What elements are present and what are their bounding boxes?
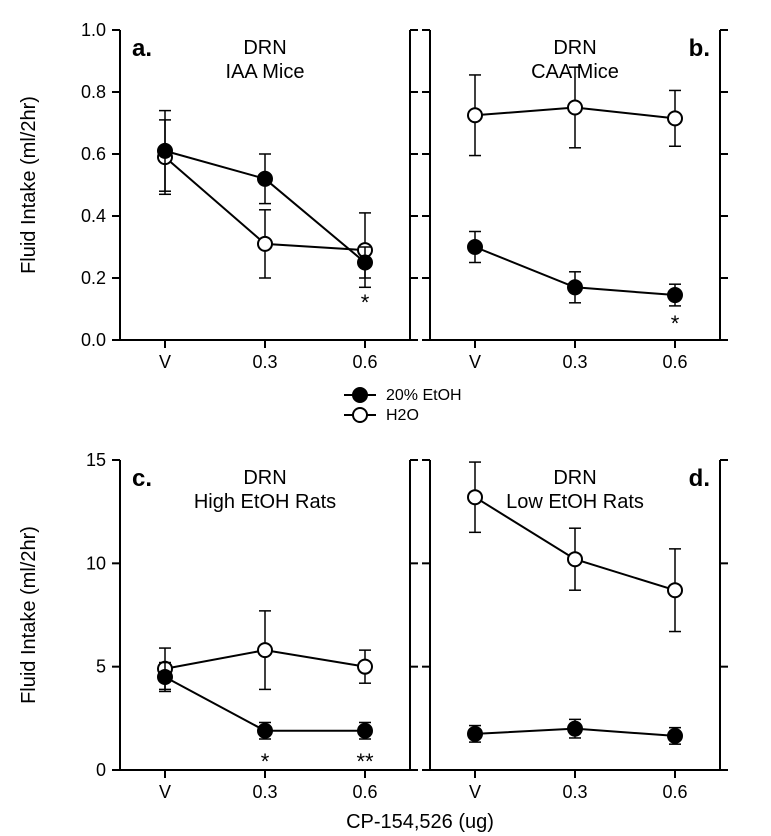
etoh-series-marker (668, 729, 682, 743)
panel-title-line2: Low EtOH Rats (506, 491, 644, 513)
chart-svg: 0.00.20.40.60.81.0V0.30.6*DRNIAA Micea.V… (0, 0, 771, 836)
svg-text:10: 10 (86, 553, 106, 573)
y-axis-label: Fluid Intake (ml/2hr) (18, 96, 40, 274)
legend-h2o-icon (353, 408, 367, 422)
h2o-series-marker (568, 101, 582, 115)
panel-title-line1: DRN (243, 37, 286, 59)
svg-text:0.3: 0.3 (562, 352, 587, 372)
etoh-series-marker (158, 144, 172, 158)
svg-text:0.6: 0.6 (81, 144, 106, 164)
panel-letter: b. (689, 35, 710, 62)
panel-title-line1: DRN (553, 467, 596, 489)
etoh-series-marker (468, 727, 482, 741)
svg-text:0.3: 0.3 (252, 782, 277, 802)
svg-text:0.6: 0.6 (662, 352, 687, 372)
panel-letter: a. (132, 35, 152, 62)
svg-text:V: V (159, 782, 171, 802)
h2o-series-marker (358, 660, 372, 674)
etoh-series-marker (258, 172, 272, 186)
legend-etoh-icon (353, 388, 367, 402)
svg-text:V: V (159, 352, 171, 372)
etoh-series-marker (258, 724, 272, 738)
svg-text:0.6: 0.6 (662, 782, 687, 802)
svg-text:0: 0 (96, 760, 106, 780)
svg-text:0.3: 0.3 (562, 782, 587, 802)
y-axis-label: Fluid Intake (ml/2hr) (18, 526, 40, 704)
etoh-series-marker (568, 280, 582, 294)
h2o-series-marker (258, 643, 272, 657)
svg-text:0.4: 0.4 (81, 206, 106, 226)
etoh-series-marker (358, 256, 372, 270)
etoh-series-marker (468, 240, 482, 254)
significance-marker: ** (356, 749, 374, 774)
svg-text:0.6: 0.6 (352, 782, 377, 802)
panel-title-line2: CAA Mice (531, 61, 619, 83)
panel-letter: d. (689, 465, 710, 492)
etoh-series-marker (158, 670, 172, 684)
svg-text:V: V (469, 352, 481, 372)
svg-text:0.2: 0.2 (81, 268, 106, 288)
x-axis-label: CP-154,526 (ug) (346, 811, 494, 833)
svg-text:V: V (469, 782, 481, 802)
panel-title-line1: DRN (553, 37, 596, 59)
h2o-series-marker (668, 111, 682, 125)
svg-text:0.8: 0.8 (81, 82, 106, 102)
significance-marker: * (361, 290, 370, 315)
significance-marker: * (261, 749, 270, 774)
panel-letter: c. (132, 465, 152, 492)
etoh-series-marker (568, 722, 582, 736)
h2o-series-marker (468, 490, 482, 504)
h2o-series-marker (468, 108, 482, 122)
svg-text:15: 15 (86, 450, 106, 470)
h2o-series-marker (258, 237, 272, 251)
panel-title-line1: DRN (243, 467, 286, 489)
h2o-series-marker (568, 552, 582, 566)
svg-text:1.0: 1.0 (81, 20, 106, 40)
panel-title-line2: IAA Mice (226, 61, 305, 83)
figure-container: 0.00.20.40.60.81.0V0.30.6*DRNIAA Micea.V… (0, 0, 771, 836)
svg-text:0.3: 0.3 (252, 352, 277, 372)
significance-marker: * (671, 311, 680, 336)
panel-title-line2: High EtOH Rats (194, 491, 336, 513)
h2o-series-marker (668, 583, 682, 597)
svg-text:0.0: 0.0 (81, 330, 106, 350)
legend-h2o-label: H2O (386, 407, 419, 424)
svg-text:0.6: 0.6 (352, 352, 377, 372)
etoh-series-marker (358, 724, 372, 738)
svg-text:5: 5 (96, 657, 106, 677)
etoh-series-marker (668, 288, 682, 302)
legend-etoh-label: 20% EtOH (386, 387, 462, 404)
